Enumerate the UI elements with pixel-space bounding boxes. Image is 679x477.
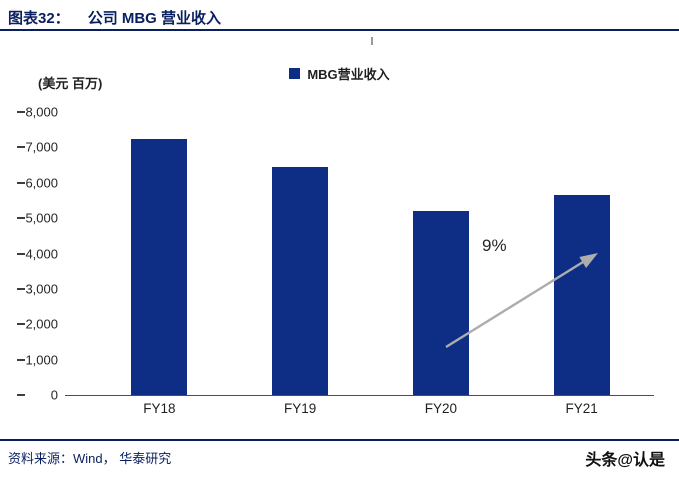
bar-fy20 xyxy=(412,211,469,395)
y-tick-label: 7,000 xyxy=(25,139,58,155)
plot-area xyxy=(65,112,654,396)
y-tick-dashes xyxy=(17,111,25,396)
bar-fy19 xyxy=(272,166,329,395)
legend-swatch-icon xyxy=(289,68,301,79)
y-tick-mark xyxy=(17,111,25,113)
chart-legend: MBG营业收入 xyxy=(0,64,679,83)
y-tick-mark xyxy=(17,217,25,220)
bottom-rule xyxy=(0,439,679,441)
y-tick-label: 3,000 xyxy=(25,281,58,297)
axis-artifact-mark xyxy=(371,37,373,45)
y-tick-mark xyxy=(17,358,25,361)
figure-number: 图表32： xyxy=(8,10,70,27)
y-tick-label: 0 xyxy=(50,387,58,403)
source-note: 资料来源：Wind， 华泰研究 xyxy=(8,451,172,466)
y-tick-mark xyxy=(17,287,25,290)
x-labels: FY18 FY19 FY20 FY21 xyxy=(89,401,652,416)
y-tick-mark xyxy=(17,394,25,396)
y-tick-label: 2,000 xyxy=(25,316,58,332)
x-tick-label: FY21 xyxy=(565,401,598,416)
y-tick-mark xyxy=(17,323,25,326)
figure-title: 公司 MBG 营业收入 xyxy=(87,10,222,27)
watermark: 头条@认是 xyxy=(585,452,665,469)
top-rule xyxy=(0,29,679,31)
x-tick-label: FY20 xyxy=(424,401,458,416)
bar-fy18 xyxy=(131,138,188,395)
y-tick-mark xyxy=(17,146,25,149)
x-tick-label: FY19 xyxy=(283,401,317,416)
x-tick-label: FY18 xyxy=(143,401,176,416)
y-tick-label: 5,000 xyxy=(25,210,58,226)
page-title: 图表32： 公司 MBG 营业收入 xyxy=(8,7,221,28)
legend-label: MBG营业收入 xyxy=(307,67,390,82)
y-tick-labels: 0 1,000 2,000 3,000 4,000 5,000 6,000 7,000 8,00… xyxy=(0,105,58,403)
bar-fy21 xyxy=(553,195,610,395)
bars-layer xyxy=(89,112,652,395)
y-tick-mark xyxy=(17,181,25,184)
bar-slot xyxy=(511,112,652,395)
y-axis-unit-label: (美元 百万) xyxy=(38,76,103,91)
bar-slot xyxy=(89,112,230,395)
growth-annotation: 9% xyxy=(482,236,507,255)
y-tick-label: 6,000 xyxy=(25,175,58,191)
bar-slot xyxy=(230,112,371,395)
y-tick-mark xyxy=(17,252,25,255)
y-tick-label: 1,000 xyxy=(25,352,58,368)
y-tick-label: 4,000 xyxy=(25,246,58,261)
y-tick-label: 8,000 xyxy=(25,104,58,120)
